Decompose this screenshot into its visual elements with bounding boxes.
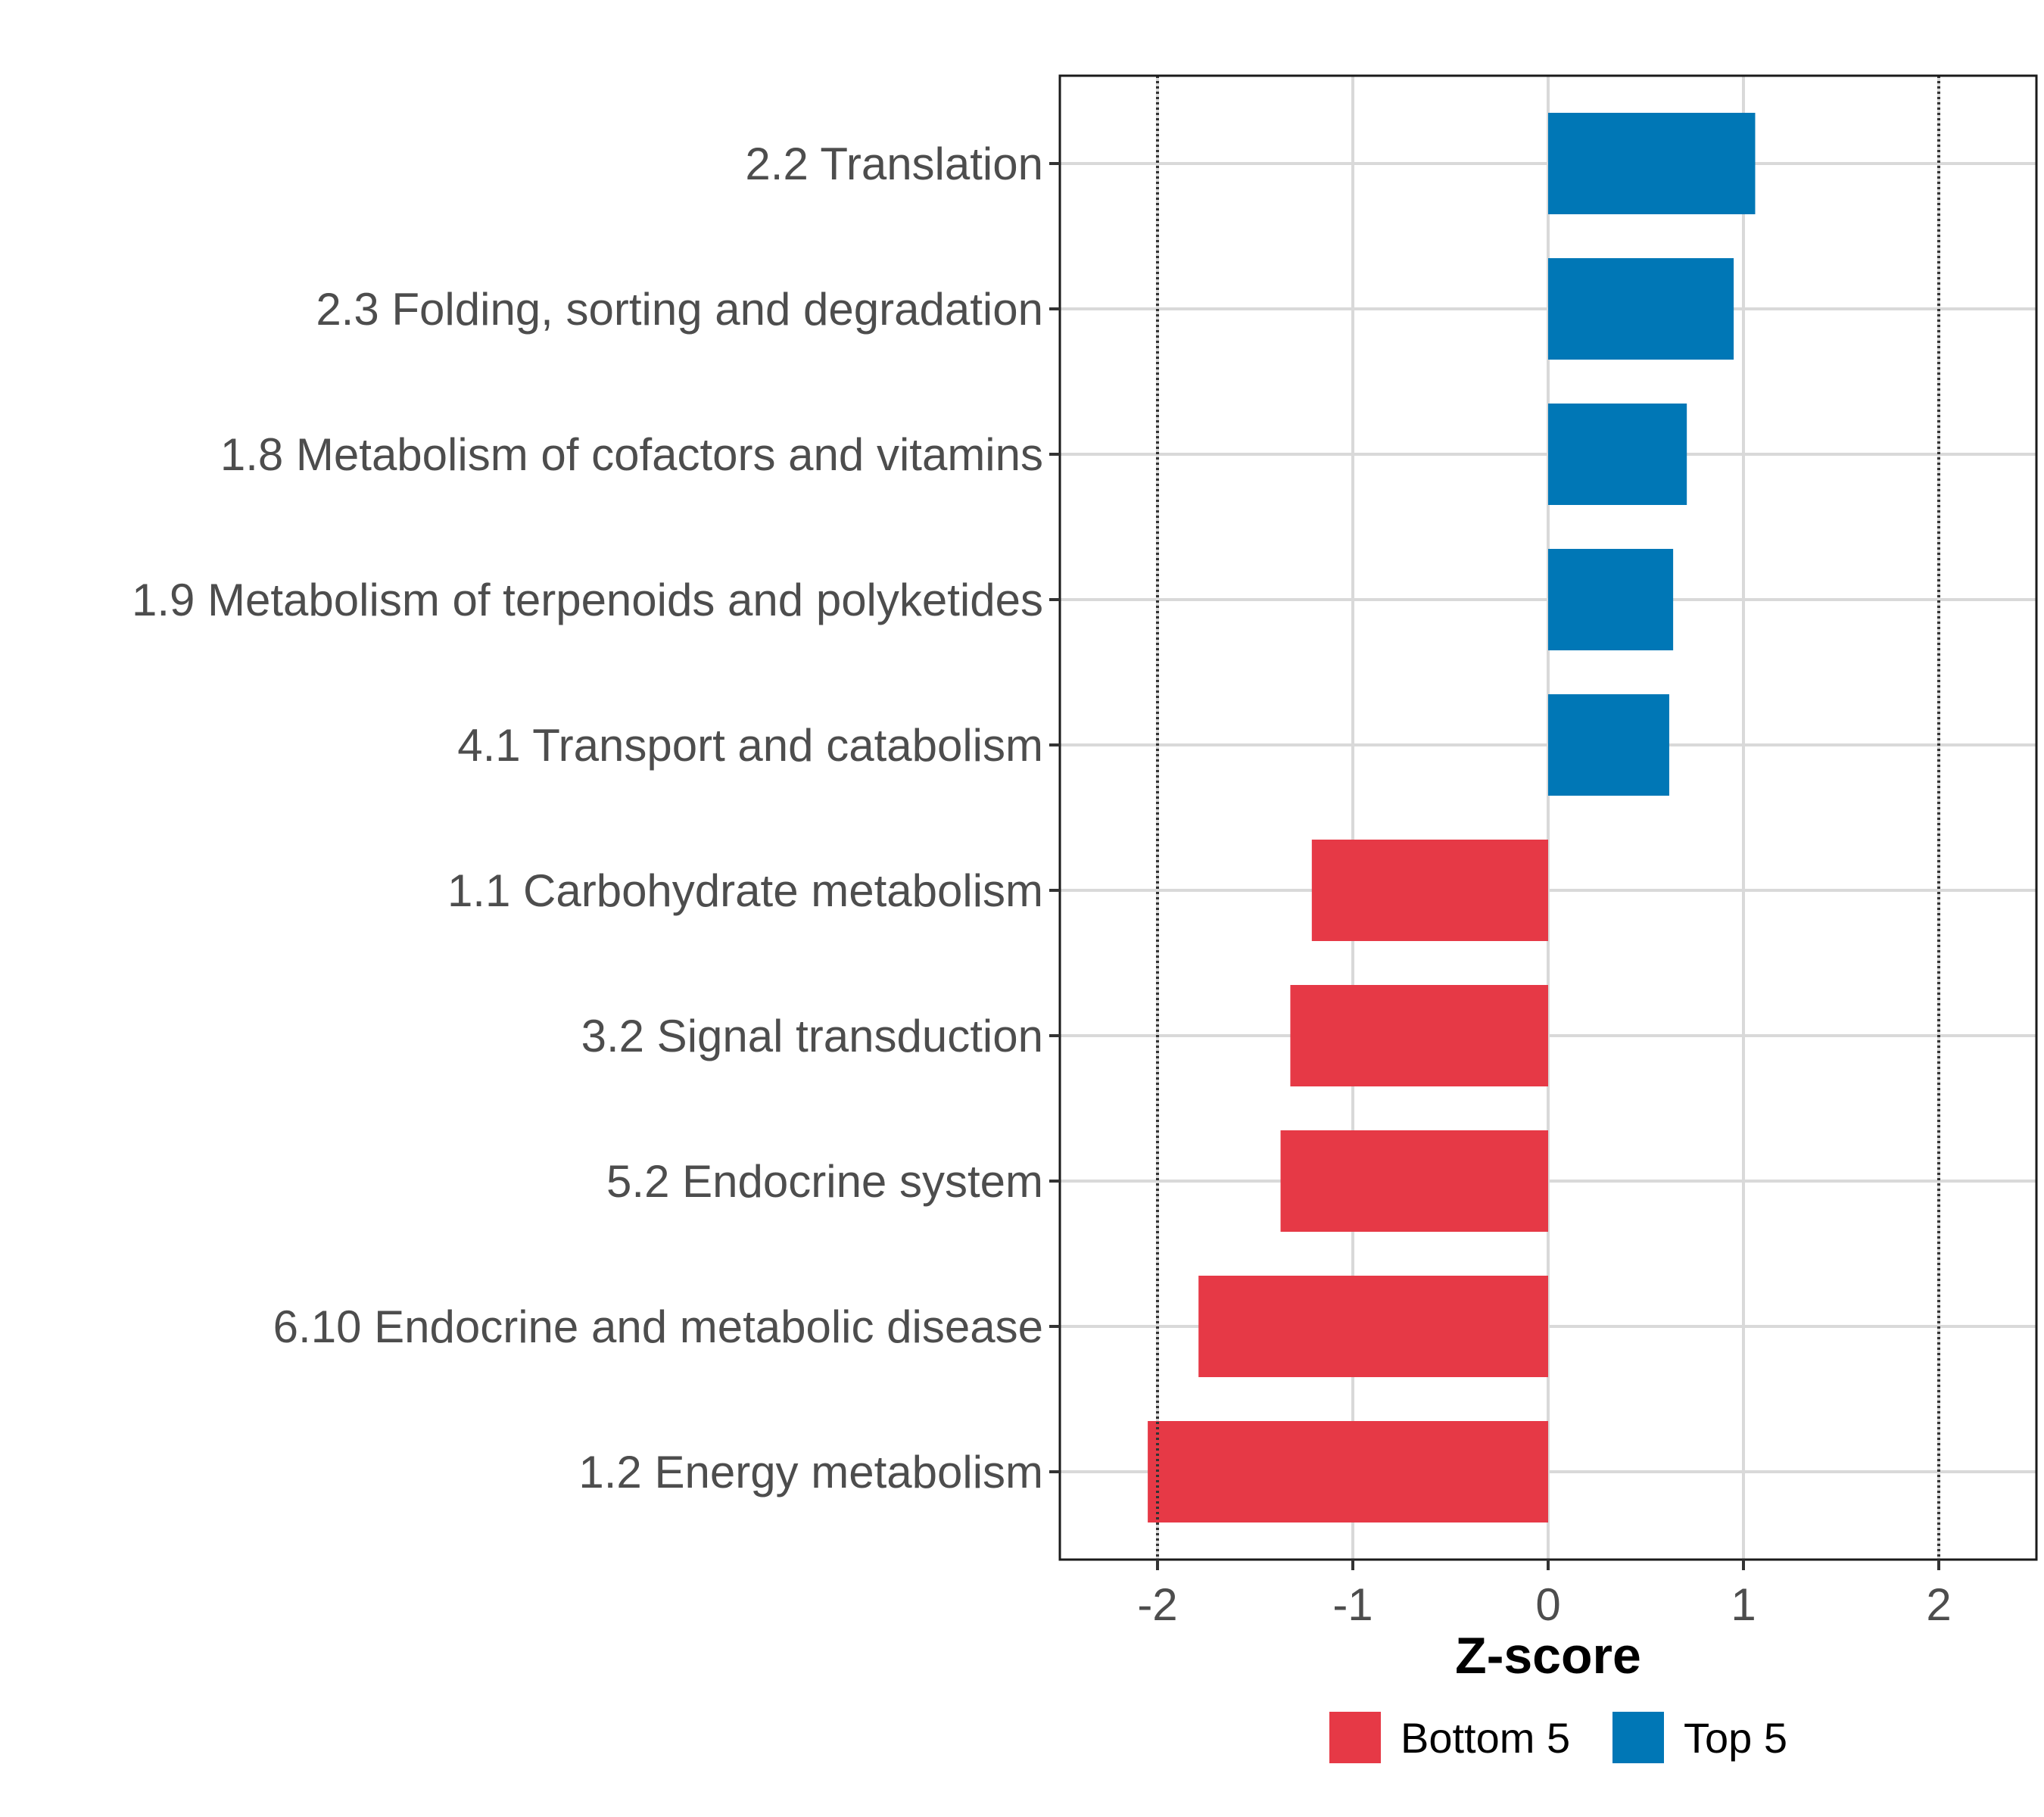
y-axis-labels: 2.2 Translation 2.3 Folding, sorting and …	[132, 139, 1060, 1498]
x-tick-label: 1	[1731, 1579, 1756, 1630]
bar	[1280, 1130, 1548, 1232]
x-axis-ticks: -2 -1 0 1 2	[1137, 1560, 1952, 1630]
bars	[1148, 113, 1756, 1522]
x-tick-label: -1	[1332, 1579, 1373, 1630]
x-axis-title: Z-score	[1455, 1627, 1641, 1685]
category-label: 1.2 Energy metabolism	[578, 1447, 1043, 1498]
category-label: 1.1 Carbohydrate metabolism	[447, 865, 1043, 916]
legend-label: Bottom 5	[1401, 1714, 1570, 1762]
bar	[1548, 113, 1756, 214]
category-label: 4.1 Transport and catabolism	[457, 720, 1043, 771]
legend-label: Top 5	[1684, 1714, 1787, 1762]
x-tick-label: 0	[1535, 1579, 1560, 1630]
x-tick-label: -2	[1137, 1579, 1177, 1630]
category-label: 1.9 Metabolism of terpenoids and polyket…	[132, 575, 1043, 625]
category-label: 5.2 Endocrine system	[606, 1156, 1043, 1207]
bar	[1548, 258, 1734, 360]
category-label: 2.2 Translation	[745, 139, 1043, 189]
legend-swatch	[1329, 1712, 1381, 1763]
bar	[1548, 404, 1687, 505]
category-label: 2.3 Folding, sorting and degradation	[316, 284, 1043, 335]
legend-swatch	[1612, 1712, 1664, 1763]
bar	[1548, 694, 1669, 796]
bar	[1548, 549, 1674, 650]
category-label: 3.2 Signal transduction	[581, 1011, 1043, 1061]
x-tick-label: 2	[1926, 1579, 1951, 1630]
reference-lines	[1156, 76, 1940, 1560]
category-label: 1.8 Metabolism of cofactors and vitamins	[220, 429, 1043, 480]
bar	[1198, 1276, 1548, 1377]
legend: Bottom 5 Top 5	[1329, 1712, 1787, 1763]
bar	[1311, 840, 1548, 941]
bar	[1290, 985, 1548, 1086]
category-label: 6.10 Endocrine and metabolic disease	[273, 1301, 1043, 1352]
bar	[1148, 1421, 1548, 1522]
